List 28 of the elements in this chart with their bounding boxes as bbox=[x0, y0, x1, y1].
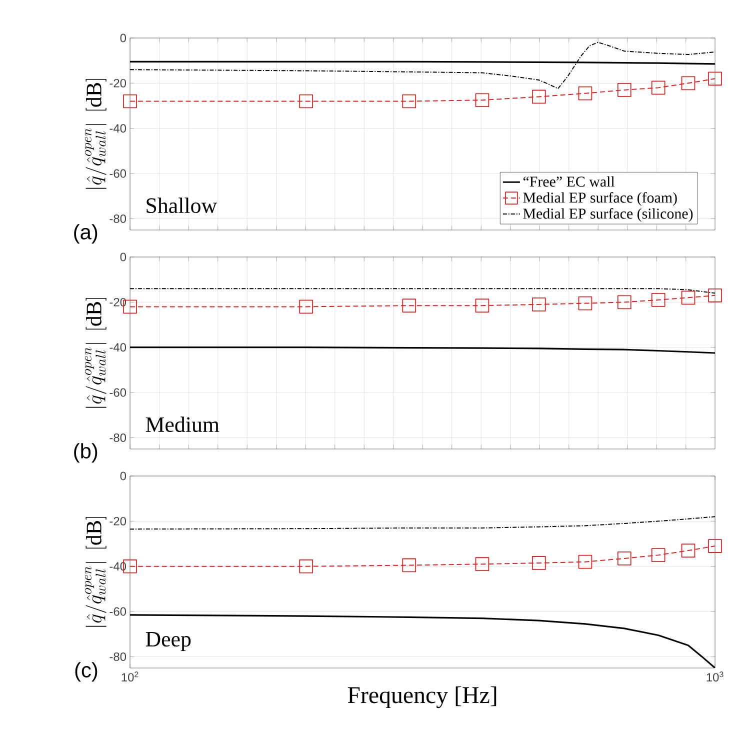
y-tick-label: -20 bbox=[110, 516, 126, 526]
y-axis-title: $\left|\hat{q}/\hat{q}^{open}_{wall}\right|\ [\mathrm{dB}]$ bbox=[84, 79, 106, 189]
y-tick-label: -40 bbox=[110, 124, 126, 133]
x-axis-title: Frequency [Hz] bbox=[348, 686, 496, 708]
legend-label: “Free” EC wall bbox=[523, 176, 615, 187]
x-tick-label: 10$^{3}$ bbox=[706, 672, 724, 682]
legend-label: Medial EP surface (silicone) bbox=[523, 208, 693, 222]
y-tick-label: -20 bbox=[110, 78, 126, 88]
text: (b) bbox=[74, 443, 98, 463]
x-tick-label: 10$^{2}$ bbox=[122, 672, 138, 682]
y-axis-title: $\left|\hat{q}/\hat{q}^{open}_{wall}\right|\ [\mathrm{dB}]$ bbox=[84, 298, 106, 408]
y-tick-label: -80 bbox=[110, 652, 126, 661]
text: (c) bbox=[75, 662, 98, 682]
y-tick-label: -60 bbox=[110, 169, 126, 178]
annotation: Medium bbox=[146, 416, 220, 432]
y-tick-label: -60 bbox=[110, 388, 126, 397]
y-tick-label: -80 bbox=[110, 214, 126, 223]
legend-label: Medial EP surface (foam) bbox=[523, 192, 677, 206]
annotation: Deep bbox=[146, 632, 191, 652]
y-tick-label: -40 bbox=[110, 343, 126, 352]
y-tick-label: 0 bbox=[120, 252, 126, 262]
annotation: Shallow bbox=[146, 198, 217, 214]
text: (a) bbox=[74, 224, 98, 244]
y-tick-label: -80 bbox=[110, 433, 126, 442]
y-axis-title: $\left|\hat{q}/\hat{q}^{open}_{wall}\right|\ [\mathrm{dB}]$ bbox=[84, 517, 106, 627]
y-tick-label: 0 bbox=[120, 472, 126, 480]
y-tick-label: 0 bbox=[120, 34, 126, 42]
y-tick-label: -60 bbox=[110, 607, 126, 616]
